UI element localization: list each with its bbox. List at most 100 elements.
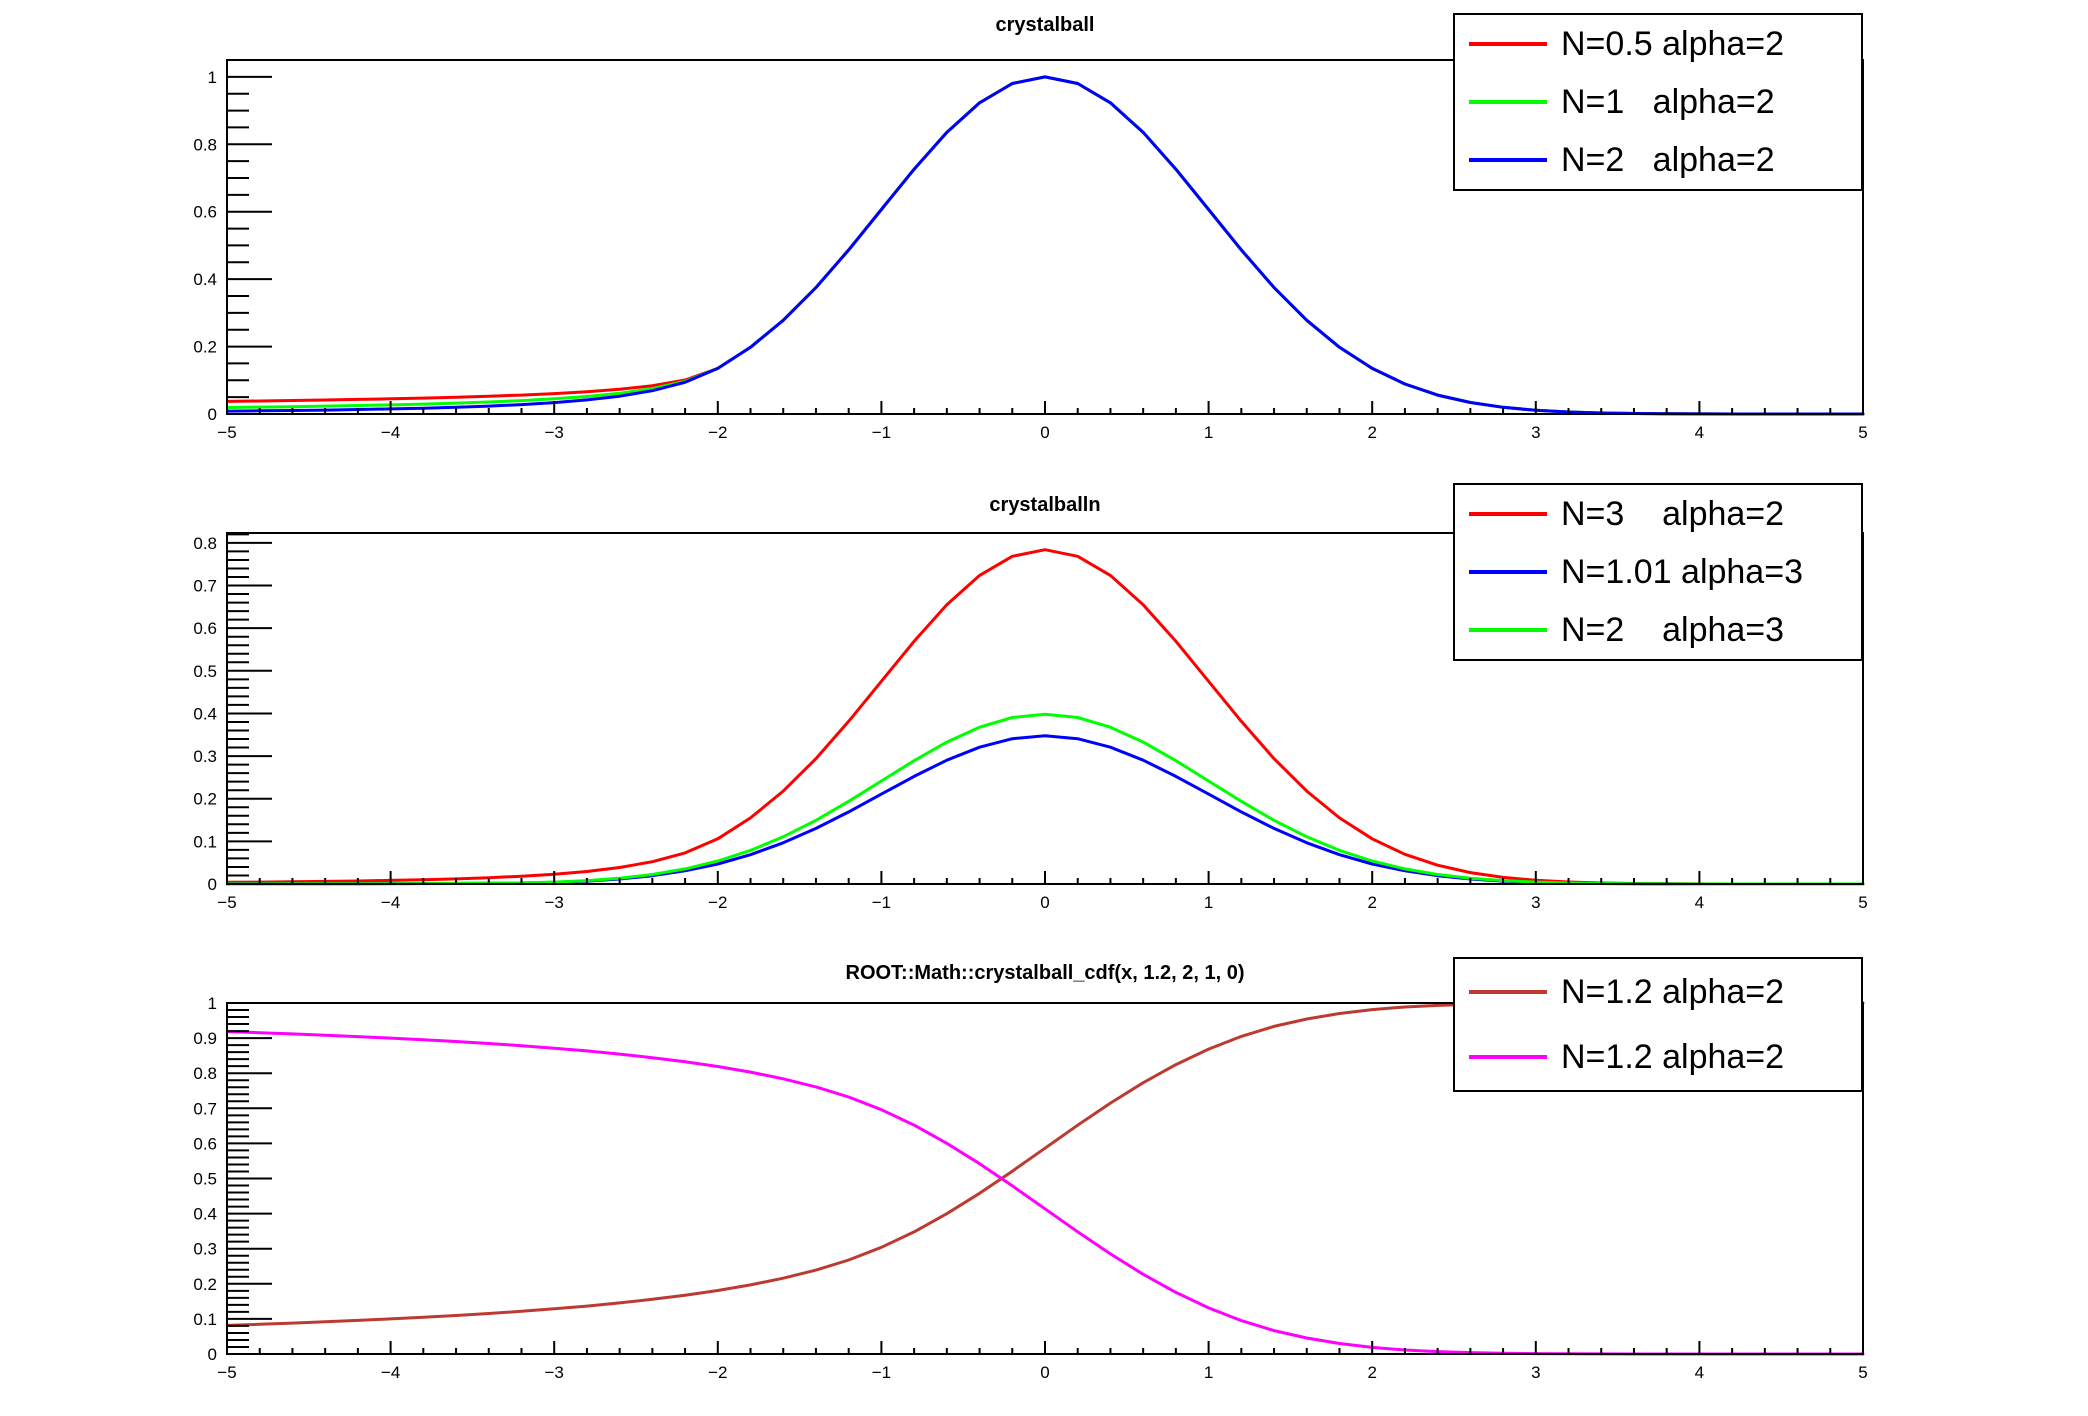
x-tick-label: −5: [217, 1363, 236, 1382]
x-tick-label: −4: [381, 1363, 400, 1382]
x-tick-label: 1: [1204, 1363, 1213, 1382]
x-tick-label: 1: [1204, 423, 1213, 442]
legend-entry-label: N=1.2 alpha=2: [1561, 972, 1785, 1011]
y-tick-label: 0.7: [193, 1099, 217, 1118]
x-tick-label: −3: [545, 1363, 564, 1382]
y-tick-label: 0.4: [193, 1205, 217, 1224]
legend-crystalball-cdf: N=1.2 alpha=2 N=1.2 alpha=2: [1453, 957, 1863, 1092]
y-tick-label: 1: [208, 68, 217, 87]
y-tick-label: 0.1: [193, 1310, 217, 1329]
panel-3: 0 0.1 0.2 0.3 0.4 0.5 0.6 0.7 0.8 0.9 1 −5 −4 −3 −2 −1 0…: [193, 994, 1867, 1382]
legend-entry: N=1.2 alpha=2: [1455, 1040, 1861, 1074]
x-tick-label: 2: [1367, 1363, 1376, 1382]
x-tick-label: −2: [708, 893, 727, 912]
x-tick-label: −3: [545, 893, 564, 912]
panel-1: 0 0.2 0.4 0.6 0.8 1 −5 −4 −3 −2 −1 0 1 2 3 4 5: [193, 59, 1868, 442]
x-tick-label: −5: [217, 423, 236, 442]
x-tick-label: 3: [1531, 1363, 1540, 1382]
x-tick-label: −4: [381, 423, 400, 442]
curves-group: [226, 75, 1865, 416]
legend-entry: N=0.5 alpha=2: [1455, 27, 1861, 61]
x-tick-label: 1: [1204, 893, 1213, 912]
y-tick-label: 0.8: [193, 135, 217, 154]
y-tick-label: 0: [208, 405, 217, 424]
legend-entry-label: N=3 alpha=2: [1561, 495, 1785, 533]
legend-line-sample: [1469, 628, 1547, 632]
y-tick-label: 1: [208, 994, 217, 1013]
x-tick-label: −5: [217, 893, 236, 912]
y-tick-label: 0.4: [193, 270, 217, 289]
y-tick-label: 0.3: [193, 1240, 217, 1259]
x-tick-label: 4: [1695, 893, 1704, 912]
y-tick-label: 0.8: [193, 534, 217, 553]
axis-ticks: [226, 1002, 1864, 1355]
y-tick-label: 0.6: [193, 203, 217, 222]
x-tick-label: 5: [1858, 423, 1867, 442]
y-tick-label: 0.1: [193, 832, 217, 851]
legend-entry-label: N=1.2 alpha=2: [1561, 1038, 1785, 1077]
x-tick-label: 3: [1531, 893, 1540, 912]
x-tick-label: −2: [708, 1363, 727, 1382]
y-tick-label: 0.4: [193, 704, 217, 723]
x-tick-label: 5: [1858, 893, 1867, 912]
legend-entry: N=2 alpha=3: [1455, 613, 1861, 647]
y-tick-label: 0.8: [193, 1064, 217, 1083]
y-tick-label: 0.7: [193, 577, 217, 596]
y-tick-label: 0: [208, 875, 217, 894]
panel-2-title: crystalballn: [989, 494, 1101, 516]
panel-1-title: crystalball: [995, 14, 1095, 36]
x-tick-label: 0: [1040, 423, 1049, 442]
legend-entry: N=1 alpha=2: [1455, 85, 1861, 119]
y-tick-label: 0.2: [193, 338, 217, 357]
x-tick-label: 4: [1695, 423, 1704, 442]
y-tick-label: 0.2: [193, 790, 217, 809]
x-tick-label: −4: [381, 893, 400, 912]
x-tick-label: 4: [1695, 1363, 1704, 1382]
legend-entry: N=2 alpha=2: [1455, 143, 1861, 177]
x-tick-label: 0: [1040, 1363, 1049, 1382]
x-tick-label: 2: [1367, 423, 1376, 442]
legend-entry: N=3 alpha=2: [1455, 497, 1861, 531]
y-tick-label: 0.6: [193, 1134, 217, 1153]
x-tick-label: 0: [1040, 893, 1049, 912]
legend-entry-label: N=1.01 alpha=3: [1561, 553, 1803, 591]
legend-line-sample: [1469, 989, 1547, 994]
legend-entry: N=1.2 alpha=2: [1455, 975, 1861, 1009]
axis-ticks: [226, 59, 1864, 415]
x-tick-label: 2: [1367, 893, 1376, 912]
panel-3-title: ROOT::Math::crystalball_cdf(x, 1.2, 2, 1…: [845, 962, 1245, 984]
curve-n=1.01-alpha=3: [226, 734, 1865, 886]
x-tick-label: −3: [545, 423, 564, 442]
legend-line-sample: [1469, 1055, 1547, 1060]
axis-labels: 0 0.1 0.2 0.3 0.4 0.5 0.6 0.7 0.8 −5 −4 −3 −2 −1 0 1 2 3 4…: [193, 534, 1867, 912]
legend-line-sample: [1469, 570, 1547, 574]
y-tick-label: 0: [208, 1345, 217, 1364]
legend-line-sample: [1469, 42, 1547, 46]
y-tick-label: 0.2: [193, 1275, 217, 1294]
y-tick-label: 0.5: [193, 662, 217, 681]
y-tick-label: 0.9: [193, 1029, 217, 1048]
legend-line-sample: [1469, 100, 1547, 104]
y-tick-label: 0.6: [193, 619, 217, 638]
legend-line-sample: [1469, 512, 1547, 516]
legend-entry-label: N=1 alpha=2: [1561, 83, 1775, 121]
curve-n=2-alpha=3: [226, 712, 1865, 886]
x-tick-label: −2: [708, 423, 727, 442]
x-tick-label: −1: [872, 1363, 891, 1382]
y-tick-label: 0.3: [193, 747, 217, 766]
panel-2: 0 0.1 0.2 0.3 0.4 0.5 0.6 0.7 0.8 −5 −4 −3 −2 −1 0 1 2 3 4…: [193, 532, 1868, 912]
x-tick-label: 3: [1531, 423, 1540, 442]
legend-entry: N=1.01 alpha=3: [1455, 555, 1861, 589]
legend-entry-label: N=0.5 alpha=2: [1561, 25, 1785, 63]
legend-entry-label: N=2 alpha=2: [1561, 141, 1775, 179]
x-tick-label: 5: [1858, 1363, 1867, 1382]
curve-n=2-alpha=2: [226, 75, 1865, 416]
x-tick-label: −1: [872, 893, 891, 912]
axis-labels: 0 0.1 0.2 0.3 0.4 0.5 0.6 0.7 0.8 0.9 1 −5 −4 −3 −2 −1 0…: [193, 994, 1867, 1382]
legend-entry-label: N=2 alpha=3: [1561, 611, 1785, 649]
y-tick-label: 0.5: [193, 1170, 217, 1189]
x-tick-label: −1: [872, 423, 891, 442]
axis-ticks: [226, 533, 1864, 885]
